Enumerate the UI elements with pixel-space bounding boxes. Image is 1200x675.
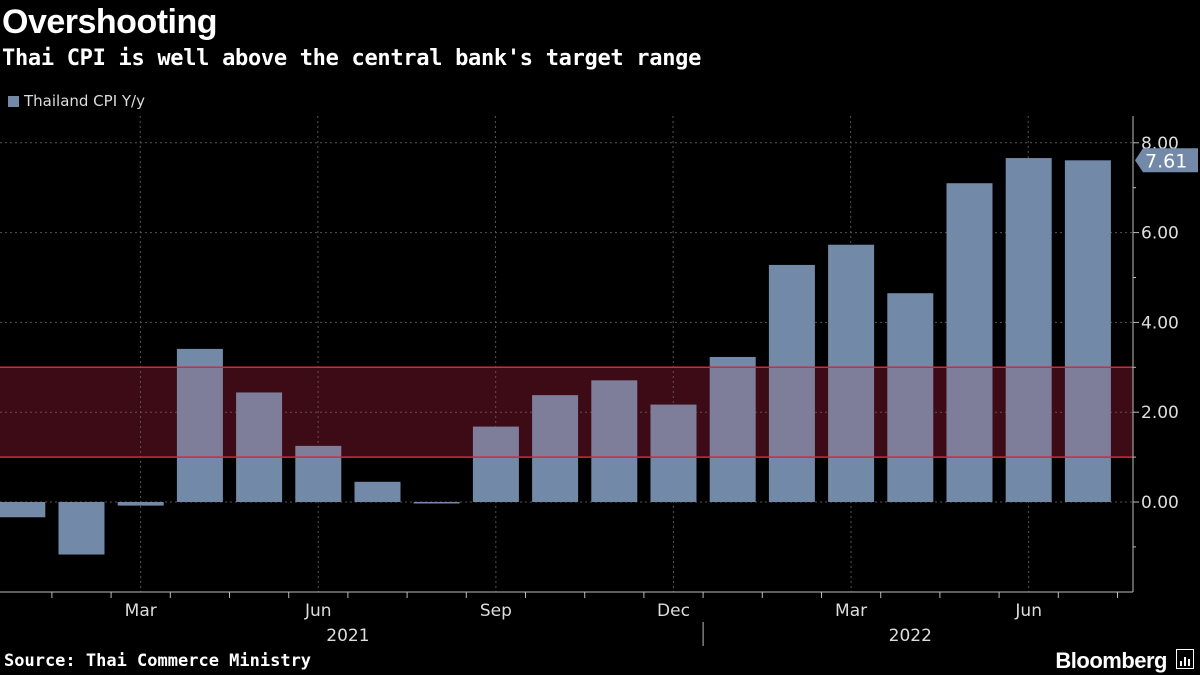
year-label: 2022 <box>889 626 932 646</box>
bar <box>768 264 815 502</box>
bar <box>413 502 460 504</box>
x-tick-label: Mar <box>835 601 867 621</box>
y-tick-label: 2.00 <box>1141 403 1179 423</box>
bar <box>117 502 164 506</box>
y-tick-label: 0.00 <box>1141 493 1179 513</box>
bar <box>946 183 993 502</box>
bar <box>295 445 342 502</box>
x-tick-label: Jun <box>304 601 332 621</box>
x-tick-label: Mar <box>125 601 157 621</box>
x-gridline <box>317 115 319 593</box>
source-note: Source: Thai Commerce Ministry <box>4 651 312 671</box>
chart-subtitle: Thai CPI is well above the central bank'… <box>2 46 702 71</box>
target-range-overlay <box>0 367 1133 458</box>
bar <box>887 293 934 502</box>
bar <box>58 502 105 555</box>
bar <box>1064 160 1111 502</box>
legend-swatch <box>8 95 19 107</box>
x-tick-label: Jun <box>1014 601 1042 621</box>
bar <box>0 502 46 518</box>
x-gridline <box>1027 115 1030 593</box>
bar <box>176 348 223 502</box>
bar <box>828 244 875 502</box>
y-tick-label: 4.00 <box>1141 313 1179 333</box>
x-tick-label: Dec <box>657 601 690 621</box>
bar <box>1005 158 1052 503</box>
bar <box>650 404 697 502</box>
bloomberg-chart-icon <box>1176 649 1194 669</box>
bar <box>472 426 519 502</box>
year-label: 2021 <box>326 626 369 646</box>
bloomberg-logo: Bloomberg <box>1055 648 1167 673</box>
chart-title: Overshooting <box>2 3 218 41</box>
x-tick-label: Sep <box>480 601 512 621</box>
legend: Thailand CPI Y/y <box>8 92 145 110</box>
bar <box>709 356 756 502</box>
bar <box>532 395 579 502</box>
bar <box>591 380 638 502</box>
legend-label: Thailand CPI Y/y <box>24 92 145 110</box>
y-tick-label: 6.00 <box>1141 224 1179 244</box>
x-gridline <box>672 115 674 593</box>
bar <box>354 481 401 502</box>
bar <box>236 392 283 502</box>
x-gridline <box>139 115 142 593</box>
last-value-label: 7.61 <box>1145 150 1187 172</box>
x-gridline <box>850 115 852 593</box>
x-gridline <box>494 115 497 593</box>
last-value-callout <box>1135 148 1198 173</box>
